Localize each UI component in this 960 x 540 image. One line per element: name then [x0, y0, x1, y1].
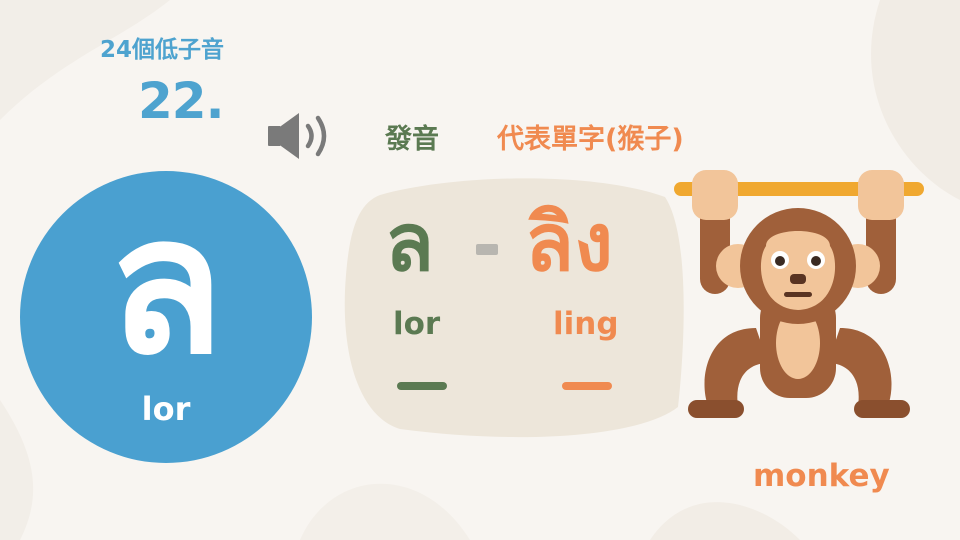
- tone-mark-consonant: [397, 382, 447, 390]
- example-word-romanization: ling: [553, 306, 619, 342]
- monkey-icon: [674, 170, 924, 418]
- word-heading: 代表單字(猴子): [497, 124, 684, 155]
- consonant-circle: [20, 171, 312, 463]
- tone-mark-word: [562, 382, 612, 390]
- example-word: ลิง: [525, 196, 614, 289]
- consonant-romanization: lor: [141, 390, 191, 428]
- pronunciation-heading: 發音: [385, 124, 439, 155]
- word-card: [344, 178, 684, 438]
- consonant-letter: ล: [107, 175, 225, 396]
- lesson-number: 22.: [138, 72, 225, 130]
- picture-caption: monkey: [753, 458, 890, 494]
- speaker-icon: [268, 113, 327, 159]
- card-consonant-letter: ล: [385, 196, 435, 289]
- speaker-button[interactable]: [266, 109, 336, 163]
- card-consonant-romanization: lor: [393, 306, 441, 342]
- series-label: 24個低子音: [100, 37, 225, 63]
- dash-separator: [476, 244, 498, 255]
